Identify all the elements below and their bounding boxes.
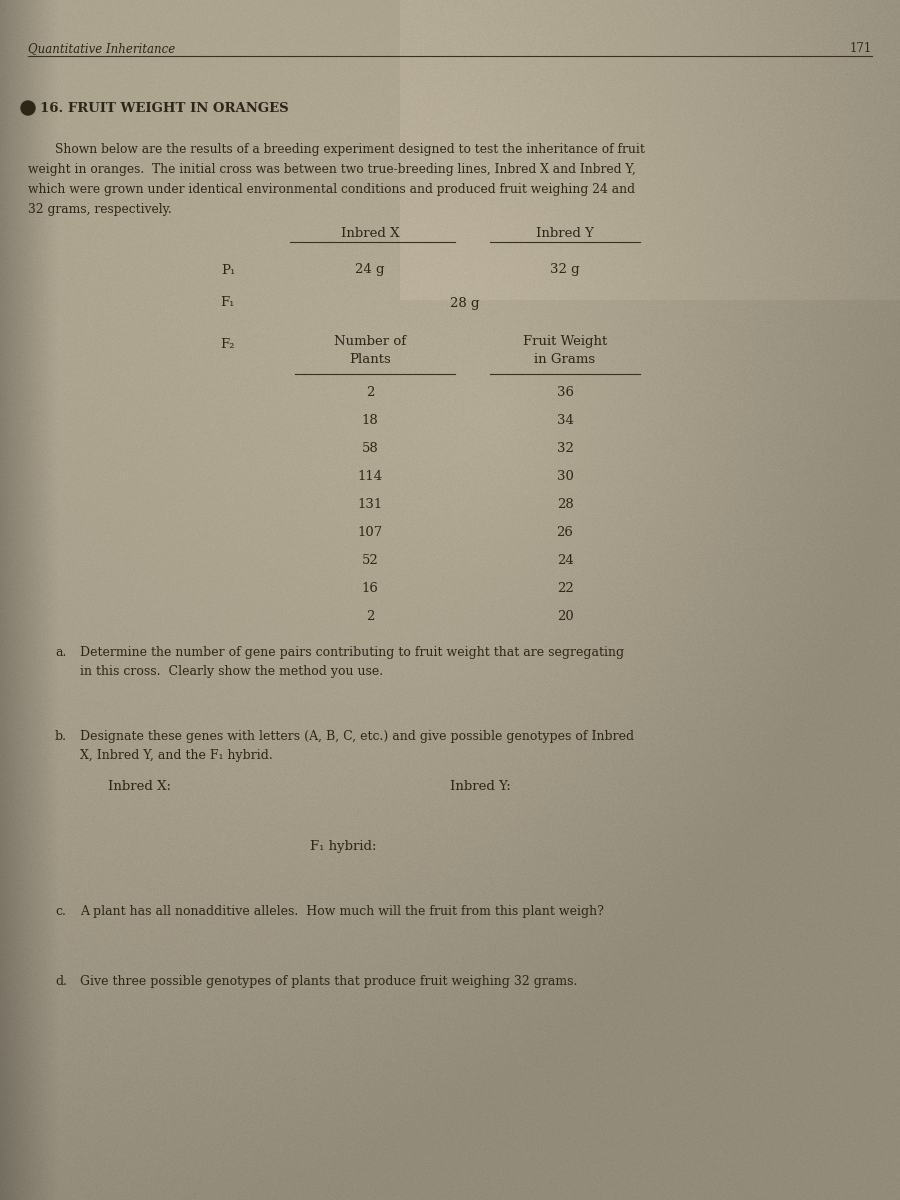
Text: 32: 32 xyxy=(556,442,573,455)
Text: 24: 24 xyxy=(556,553,573,566)
Text: 114: 114 xyxy=(357,469,382,482)
Text: in this cross.  Clearly show the method you use.: in this cross. Clearly show the method y… xyxy=(80,665,383,678)
Text: Inbred Y:: Inbred Y: xyxy=(450,780,511,793)
Text: b.: b. xyxy=(55,730,67,743)
Text: 107: 107 xyxy=(357,526,382,539)
Text: 16. FRUIT WEIGHT IN ORANGES: 16. FRUIT WEIGHT IN ORANGES xyxy=(40,102,289,114)
Text: 28: 28 xyxy=(556,498,573,510)
Text: Determine the number of gene pairs contributing to fruit weight that are segrega: Determine the number of gene pairs contr… xyxy=(80,646,624,659)
Text: Designate these genes with letters (A, B, C, etc.) and give possible genotypes o: Designate these genes with letters (A, B… xyxy=(80,730,634,743)
Text: 32 g: 32 g xyxy=(550,264,580,276)
Text: 28 g: 28 g xyxy=(450,296,480,310)
Text: 16: 16 xyxy=(362,582,378,594)
Text: c.: c. xyxy=(55,905,66,918)
Text: F₂: F₂ xyxy=(220,338,235,352)
Text: 18: 18 xyxy=(362,414,378,426)
Text: Quantitative Inheritance: Quantitative Inheritance xyxy=(28,42,176,55)
Text: d.: d. xyxy=(55,974,67,988)
Text: Give three possible genotypes of plants that produce fruit weighing 32 grams.: Give three possible genotypes of plants … xyxy=(80,974,578,988)
Text: 30: 30 xyxy=(556,469,573,482)
Text: in Grams: in Grams xyxy=(535,353,596,366)
Text: 26: 26 xyxy=(556,526,573,539)
Text: Inbred Y: Inbred Y xyxy=(536,227,594,240)
Text: Inbred X: Inbred X xyxy=(341,227,400,240)
Text: 171: 171 xyxy=(850,42,872,55)
Text: 58: 58 xyxy=(362,442,378,455)
Text: weight in oranges.  The initial cross was between two true-breeding lines, Inbre: weight in oranges. The initial cross was… xyxy=(28,163,636,176)
Text: Shown below are the results of a breeding experiment designed to test the inheri: Shown below are the results of a breedin… xyxy=(55,143,645,156)
Text: F₁ hybrid:: F₁ hybrid: xyxy=(310,840,376,853)
Text: F₁: F₁ xyxy=(220,296,235,310)
Text: 20: 20 xyxy=(556,610,573,623)
Text: 2: 2 xyxy=(365,385,374,398)
Text: 34: 34 xyxy=(556,414,573,426)
Text: 52: 52 xyxy=(362,553,378,566)
Text: 2: 2 xyxy=(365,610,374,623)
Text: A plant has all nonadditive alleles.  How much will the fruit from this plant we: A plant has all nonadditive alleles. How… xyxy=(80,905,604,918)
Circle shape xyxy=(21,101,35,115)
Text: Fruit Weight: Fruit Weight xyxy=(523,335,608,348)
Text: 131: 131 xyxy=(357,498,382,510)
Text: 22: 22 xyxy=(556,582,573,594)
Text: Plants: Plants xyxy=(349,353,391,366)
Text: 24 g: 24 g xyxy=(356,264,385,276)
Text: 32 grams, respectively.: 32 grams, respectively. xyxy=(28,203,172,216)
Text: a.: a. xyxy=(55,646,67,659)
Text: X, Inbred Y, and the F₁ hybrid.: X, Inbred Y, and the F₁ hybrid. xyxy=(80,749,273,762)
Text: Inbred X:: Inbred X: xyxy=(108,780,171,793)
Text: 36: 36 xyxy=(556,385,573,398)
Text: P₁: P₁ xyxy=(220,264,235,276)
Text: Number of: Number of xyxy=(334,335,406,348)
Text: which were grown under identical environmental conditions and produced fruit wei: which were grown under identical environ… xyxy=(28,182,635,196)
